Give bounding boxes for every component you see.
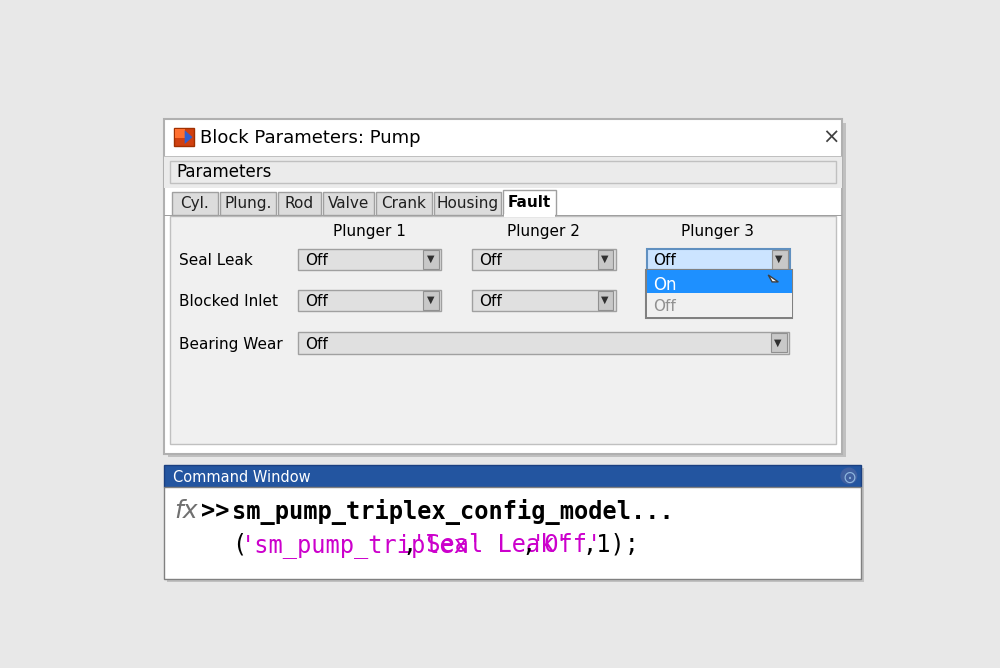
- Bar: [646, 271, 792, 318]
- Text: (: (: [232, 533, 246, 557]
- Bar: [647, 290, 790, 311]
- Text: Plunger 2: Plunger 2: [507, 224, 580, 239]
- Text: Off: Off: [654, 294, 676, 309]
- Bar: [423, 291, 439, 310]
- Bar: [170, 161, 836, 182]
- Text: Off: Off: [654, 299, 676, 314]
- Text: ,: ,: [402, 533, 417, 557]
- Bar: [298, 248, 441, 271]
- Text: 'sm_pump_triplex': 'sm_pump_triplex': [241, 533, 484, 558]
- Polygon shape: [185, 130, 192, 144]
- Bar: [220, 192, 276, 215]
- Text: Command Window: Command Window: [173, 470, 311, 485]
- Bar: [434, 192, 501, 215]
- Bar: [772, 250, 788, 269]
- Text: Off: Off: [654, 253, 676, 269]
- Text: ▼: ▼: [426, 255, 434, 264]
- Bar: [170, 216, 836, 444]
- Text: Plung.: Plung.: [225, 196, 272, 210]
- Bar: [772, 291, 788, 310]
- Bar: [376, 192, 432, 215]
- Bar: [164, 157, 842, 188]
- Text: Plunger 1: Plunger 1: [333, 224, 406, 239]
- Text: >>: >>: [201, 499, 229, 523]
- Text: ▼: ▼: [426, 295, 434, 305]
- Bar: [164, 487, 861, 579]
- Text: fx: fx: [175, 499, 198, 523]
- Text: Fault: Fault: [508, 195, 551, 210]
- Text: Rod: Rod: [285, 196, 314, 210]
- Text: ▼: ▼: [774, 337, 782, 347]
- Text: Valve: Valve: [328, 196, 369, 210]
- Bar: [503, 190, 556, 215]
- Bar: [598, 291, 613, 310]
- Bar: [298, 332, 789, 353]
- Text: Parameters: Parameters: [176, 163, 272, 181]
- Text: Housing: Housing: [436, 196, 499, 210]
- Text: Seal Leak: Seal Leak: [179, 253, 253, 269]
- Text: 'Seal Leak': 'Seal Leak': [412, 533, 568, 557]
- Bar: [647, 248, 790, 271]
- Bar: [323, 192, 374, 215]
- Bar: [168, 122, 846, 458]
- Text: Crank: Crank: [382, 196, 426, 210]
- Text: Off: Off: [305, 253, 328, 269]
- Text: Off: Off: [305, 294, 328, 309]
- Text: ▼: ▼: [601, 295, 608, 305]
- Bar: [164, 215, 842, 216]
- Bar: [167, 468, 864, 582]
- Bar: [647, 271, 792, 293]
- Text: ▼: ▼: [601, 255, 608, 264]
- Bar: [174, 128, 194, 146]
- Bar: [598, 250, 613, 269]
- Bar: [771, 333, 787, 352]
- Text: ⊙: ⊙: [843, 469, 857, 487]
- Text: ,: ,: [522, 533, 536, 557]
- Bar: [172, 192, 218, 215]
- Text: Plunger 3: Plunger 3: [681, 224, 754, 239]
- Circle shape: [841, 468, 857, 484]
- Text: 'Off': 'Off': [531, 533, 602, 557]
- Bar: [423, 250, 439, 269]
- Text: ,1);: ,1);: [582, 533, 639, 557]
- Bar: [472, 290, 616, 311]
- Text: On: On: [654, 276, 677, 294]
- Text: ▼: ▼: [775, 295, 783, 305]
- Bar: [164, 156, 842, 157]
- Text: sm_pump_triplex_config_model...: sm_pump_triplex_config_model...: [232, 499, 674, 525]
- Text: Cyl.: Cyl.: [180, 196, 209, 210]
- Bar: [298, 290, 441, 311]
- Text: ▼: ▼: [775, 255, 783, 264]
- Bar: [164, 119, 842, 454]
- Bar: [647, 293, 792, 317]
- Bar: [472, 248, 616, 271]
- Text: ×: ×: [822, 128, 840, 148]
- Text: Off: Off: [479, 253, 502, 269]
- Bar: [504, 214, 555, 217]
- Bar: [278, 192, 321, 215]
- Text: Bearing Wear: Bearing Wear: [179, 337, 283, 351]
- Text: Block Parameters: Pump: Block Parameters: Pump: [200, 129, 421, 147]
- Bar: [175, 130, 185, 138]
- Text: Blocked Inlet: Blocked Inlet: [179, 294, 278, 309]
- Text: Off: Off: [479, 294, 502, 309]
- Polygon shape: [768, 275, 778, 282]
- Text: Off: Off: [305, 337, 328, 351]
- Bar: [164, 465, 861, 487]
